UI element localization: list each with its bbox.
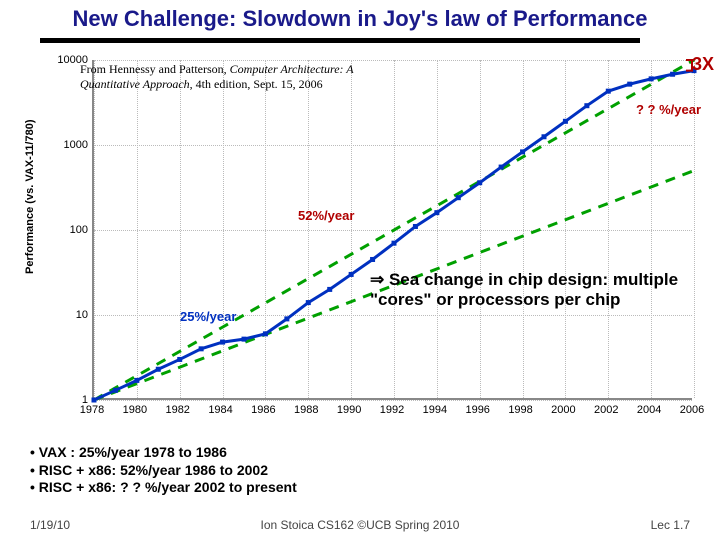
rate-52-label: 52%/year [298,208,354,223]
source-ital-2: Quantitative Approach [80,77,190,91]
xtick: 1982 [161,404,195,416]
y-axis-label: Performance (vs. VAX-11/780) [24,120,36,274]
source-prefix: From Hennessy and Patterson, [80,62,230,76]
xtick: 2006 [675,404,709,416]
source-suffix: , 4th edition, Sept. 15, 2006 [190,77,323,91]
ytick: 1000 [52,139,88,151]
performance-chart: Performance (vs. VAX-11/780) 11010010001… [22,54,702,434]
sea-change-callout: ⇒ Sea change in chip design: multiple "c… [370,270,680,311]
bullet-list: • VAX : 25%/year 1978 to 1986 • RISC + x… [30,444,297,497]
plot-area [92,60,692,400]
xtick: 2000 [546,404,580,416]
bullet-risc2: • RISC + x86: ? ? %/year 2002 to present [30,479,297,497]
xtick: 1978 [75,404,109,416]
source-ital-1: Computer Architecture: A [230,62,354,76]
bullet-vax: • VAX : 25%/year 1978 to 1986 [30,444,297,462]
bullet-risc1: • RISC + x86: 52%/year 1986 to 2002 [30,462,297,480]
xtick: 1990 [332,404,366,416]
footer-lecnum: Lec 1.7 [651,518,690,532]
xtick: 2004 [632,404,666,416]
xtick: 1996 [461,404,495,416]
rate-25-label: 25%/year [180,309,236,324]
title-underline [40,38,640,43]
xtick: 2002 [589,404,623,416]
xtick: 1986 [246,404,280,416]
xtick: 1988 [289,404,323,416]
rate-qq-label: ? ? %/year [636,102,701,117]
x3-annotation: 3X [692,54,714,75]
xtick: 1992 [375,404,409,416]
footer-course: Ion Stoica CS162 ©UCB Spring 2010 [0,518,720,532]
xtick: 1998 [504,404,538,416]
ytick: 10 [52,309,88,321]
slide-title: New Challenge: Slowdown in Joy's law of … [0,6,720,32]
ytick: 100 [52,224,88,236]
xtick: 1984 [204,404,238,416]
source-citation: From Hennessy and Patterson, Computer Ar… [80,62,354,92]
xtick: 1994 [418,404,452,416]
xtick: 1980 [118,404,152,416]
